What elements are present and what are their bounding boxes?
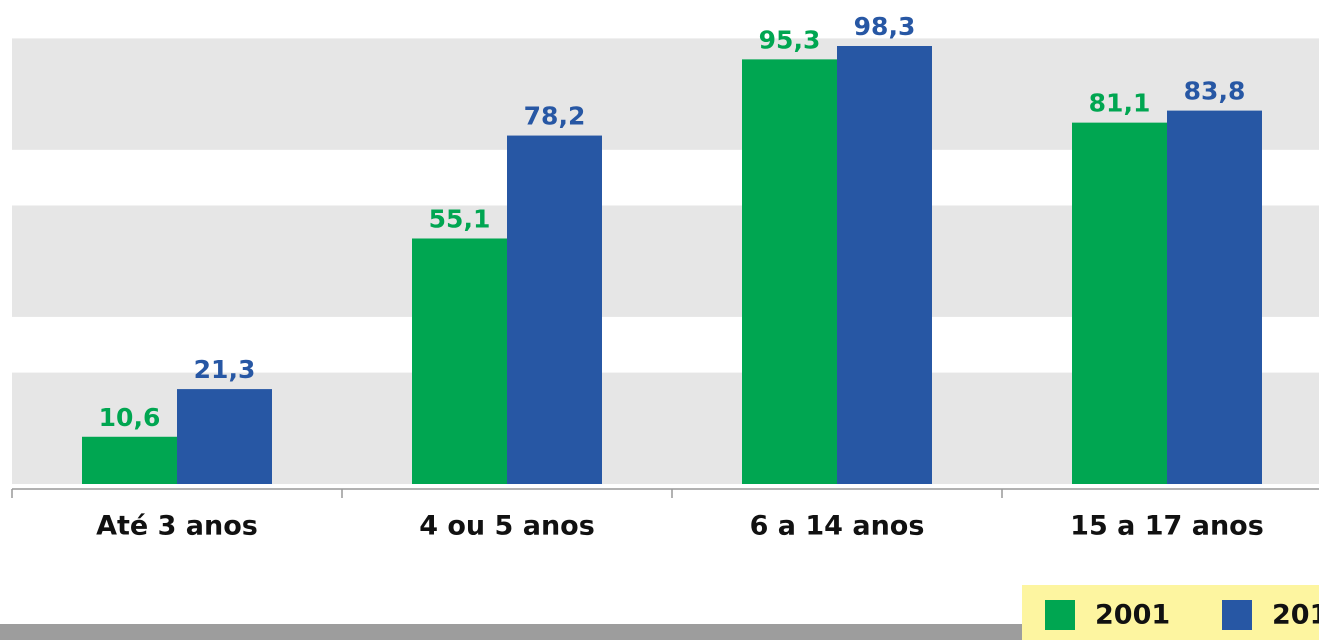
value-label: 21,3 bbox=[194, 355, 256, 384]
x-tick-label: 4 ou 5 anos bbox=[419, 511, 595, 542]
value-label: 83,8 bbox=[1184, 77, 1246, 106]
value-label: 78,2 bbox=[524, 102, 586, 131]
bar bbox=[82, 436, 177, 484]
x-tick-label: 6 a 14 anos bbox=[750, 511, 925, 542]
legend-label: 2001 bbox=[1095, 600, 1170, 631]
bar bbox=[1167, 110, 1262, 485]
footer-bar bbox=[0, 624, 1319, 640]
bar bbox=[742, 59, 837, 485]
bar bbox=[837, 45, 932, 485]
legend-swatch bbox=[1045, 600, 1075, 630]
legend-label: 2011 bbox=[1272, 600, 1319, 631]
x-tick-label: 15 a 17 anos bbox=[1070, 511, 1264, 542]
value-label: 10,6 bbox=[99, 403, 161, 432]
bar bbox=[507, 135, 602, 485]
value-label: 98,3 bbox=[854, 12, 916, 41]
value-label: 95,3 bbox=[759, 25, 821, 54]
bar bbox=[177, 389, 272, 484]
bar bbox=[1072, 122, 1167, 484]
value-label: 81,1 bbox=[1089, 89, 1151, 118]
value-label: 55,1 bbox=[429, 204, 491, 233]
x-tick-label: Até 3 anos bbox=[96, 511, 258, 542]
bar bbox=[412, 238, 507, 484]
legend-swatch bbox=[1222, 600, 1252, 630]
